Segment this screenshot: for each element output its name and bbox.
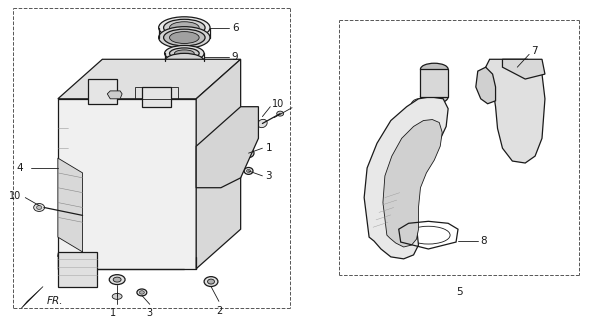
Text: 1: 1 bbox=[266, 143, 272, 153]
Polygon shape bbox=[107, 91, 122, 99]
Ellipse shape bbox=[244, 167, 253, 174]
Ellipse shape bbox=[243, 149, 254, 157]
Polygon shape bbox=[58, 252, 97, 286]
Ellipse shape bbox=[277, 111, 284, 116]
Polygon shape bbox=[88, 79, 117, 104]
Ellipse shape bbox=[113, 277, 121, 282]
Text: 5: 5 bbox=[456, 286, 462, 297]
Polygon shape bbox=[58, 158, 82, 252]
Polygon shape bbox=[383, 120, 442, 247]
Circle shape bbox=[415, 103, 422, 111]
Ellipse shape bbox=[142, 81, 171, 93]
Circle shape bbox=[411, 99, 426, 115]
Ellipse shape bbox=[243, 132, 254, 141]
Ellipse shape bbox=[147, 84, 167, 91]
Text: 1: 1 bbox=[110, 308, 116, 318]
Polygon shape bbox=[486, 59, 545, 163]
Ellipse shape bbox=[246, 151, 251, 155]
Ellipse shape bbox=[137, 289, 147, 296]
Ellipse shape bbox=[174, 50, 194, 57]
Text: 8: 8 bbox=[481, 236, 487, 246]
Polygon shape bbox=[364, 97, 448, 259]
Text: 3: 3 bbox=[147, 308, 153, 318]
Ellipse shape bbox=[204, 276, 218, 286]
Text: 4: 4 bbox=[16, 163, 24, 173]
Ellipse shape bbox=[158, 17, 210, 38]
Ellipse shape bbox=[164, 29, 205, 46]
Text: 3: 3 bbox=[266, 171, 272, 181]
Polygon shape bbox=[196, 59, 241, 269]
Ellipse shape bbox=[164, 19, 205, 36]
Polygon shape bbox=[196, 107, 259, 188]
Ellipse shape bbox=[34, 204, 45, 212]
Text: 9: 9 bbox=[231, 52, 239, 62]
Ellipse shape bbox=[421, 90, 448, 104]
Ellipse shape bbox=[421, 63, 448, 75]
Ellipse shape bbox=[88, 73, 117, 85]
Ellipse shape bbox=[164, 45, 204, 61]
Ellipse shape bbox=[207, 279, 214, 284]
Ellipse shape bbox=[247, 170, 250, 172]
Ellipse shape bbox=[170, 22, 199, 34]
Ellipse shape bbox=[158, 27, 210, 48]
Ellipse shape bbox=[170, 48, 199, 59]
Text: FR.: FR. bbox=[47, 296, 64, 306]
Ellipse shape bbox=[425, 92, 443, 101]
Text: 2: 2 bbox=[216, 306, 222, 316]
Ellipse shape bbox=[257, 119, 267, 128]
Ellipse shape bbox=[37, 205, 42, 210]
Ellipse shape bbox=[112, 293, 122, 300]
Polygon shape bbox=[58, 99, 196, 269]
Ellipse shape bbox=[109, 275, 125, 284]
Text: 7: 7 bbox=[531, 46, 538, 56]
Polygon shape bbox=[58, 59, 241, 99]
Ellipse shape bbox=[170, 32, 199, 44]
Text: 10: 10 bbox=[8, 191, 21, 201]
Ellipse shape bbox=[246, 109, 252, 114]
Polygon shape bbox=[476, 67, 495, 104]
Polygon shape bbox=[21, 286, 43, 308]
Ellipse shape bbox=[246, 134, 252, 139]
Ellipse shape bbox=[91, 75, 113, 83]
Text: 10: 10 bbox=[272, 99, 284, 109]
Ellipse shape bbox=[243, 107, 254, 116]
Polygon shape bbox=[421, 69, 448, 97]
Text: 6: 6 bbox=[231, 23, 239, 33]
Polygon shape bbox=[142, 87, 171, 107]
Ellipse shape bbox=[164, 53, 204, 69]
Polygon shape bbox=[502, 59, 545, 79]
Ellipse shape bbox=[140, 291, 144, 294]
